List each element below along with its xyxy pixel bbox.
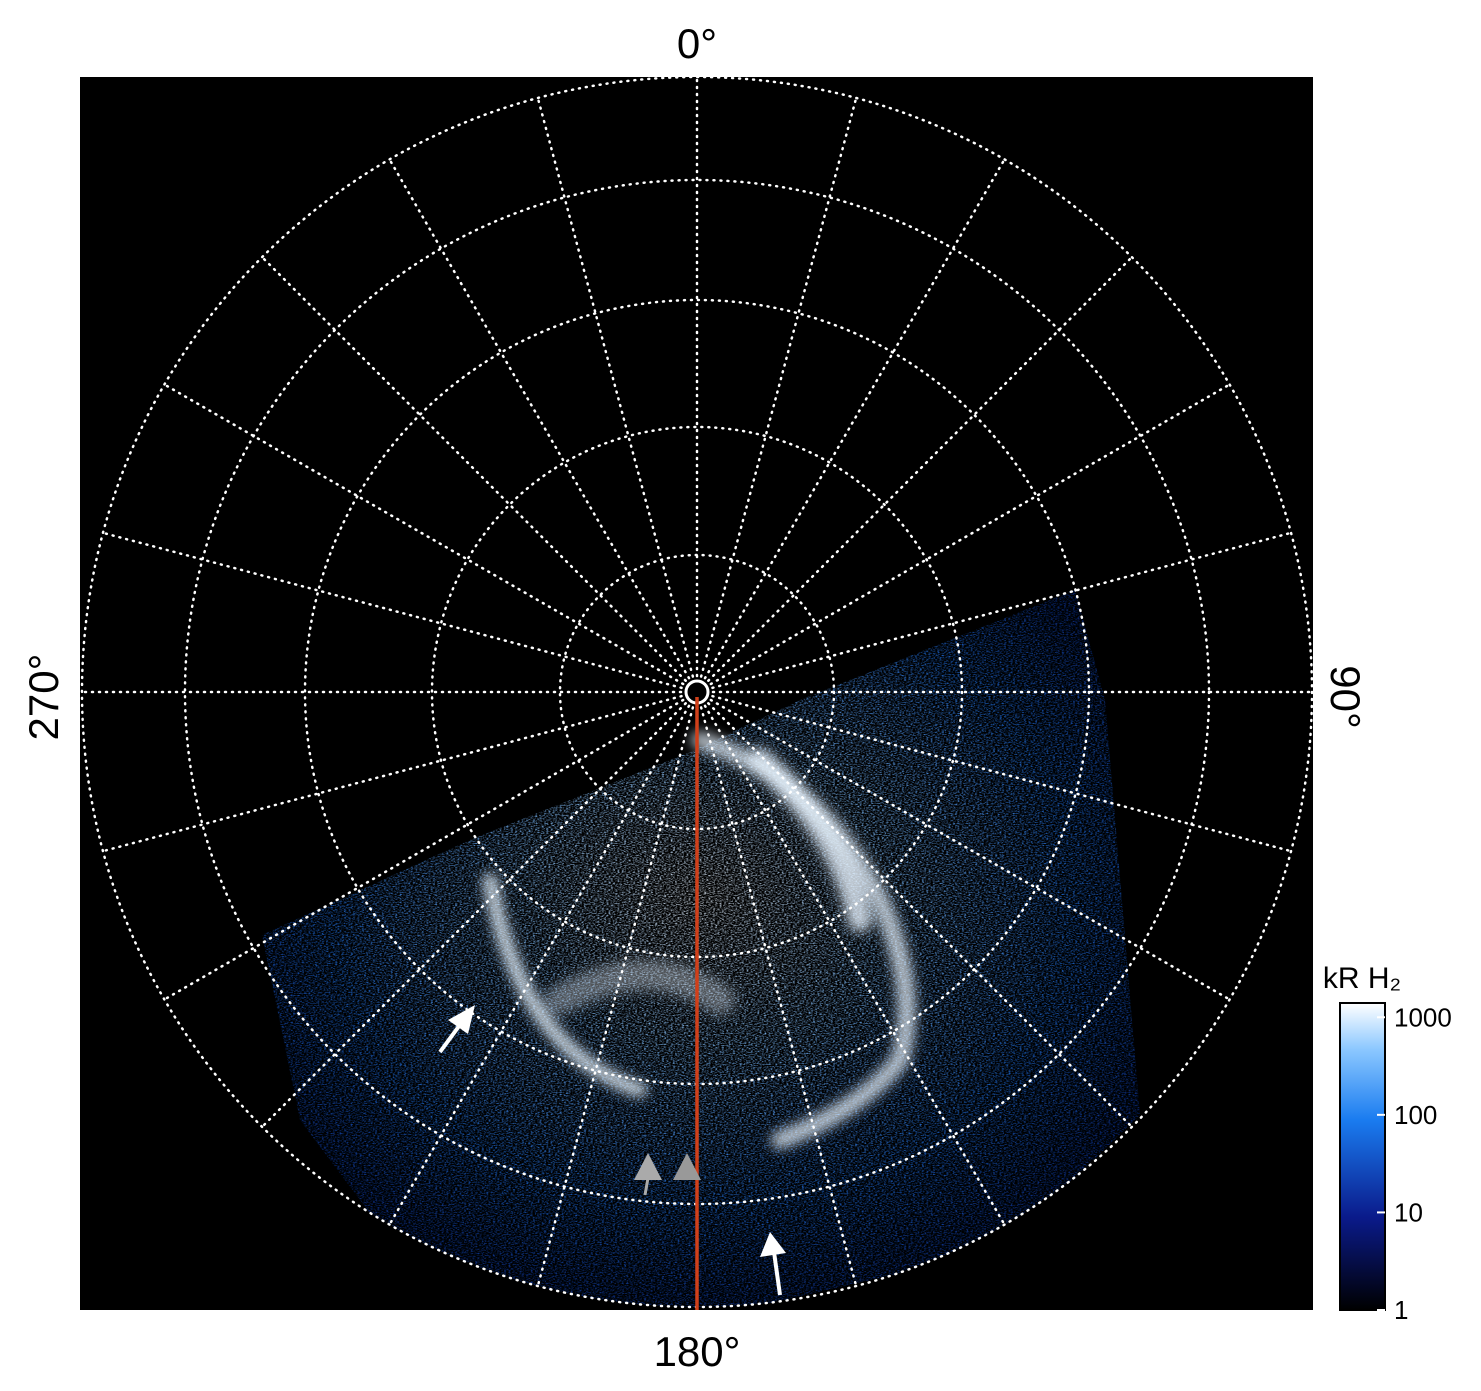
- grid-spoke: [101, 694, 683, 853]
- colorbar-tick-label: 1: [1394, 1295, 1408, 1325]
- grid-spoke: [260, 255, 687, 682]
- angle-label: 0°: [677, 20, 717, 67]
- colorbar-tick-label: 1000: [1394, 1002, 1452, 1032]
- grid-spoke: [707, 255, 1134, 682]
- colorbar: [1339, 1002, 1386, 1311]
- grid-spoke: [388, 704, 691, 1226]
- colorbar-tick-label: 10: [1394, 1197, 1423, 1227]
- grid-spoke: [699, 96, 858, 678]
- angle-label: 270°: [20, 654, 67, 741]
- grid-spoke: [703, 704, 1006, 1226]
- grid-spoke: [101, 531, 683, 690]
- arrow-head: [760, 1232, 786, 1257]
- grid-ring: [430, 425, 964, 959]
- aurora-image: [262, 590, 1140, 1307]
- arrow-head: [673, 1153, 701, 1180]
- grid-spoke: [536, 96, 695, 678]
- grid-spoke: [703, 158, 1006, 680]
- colorbar-label: kR H₂: [1323, 962, 1401, 995]
- angle-label: 90°: [1322, 665, 1369, 729]
- grid-spoke: [388, 158, 691, 680]
- grid-spoke: [711, 694, 1293, 853]
- arrow-shaft: [772, 1251, 782, 1296]
- grid-spoke: [707, 702, 1134, 1129]
- arrow-head: [634, 1153, 662, 1180]
- arrow-head: [448, 1005, 475, 1034]
- grid-spoke: [699, 706, 858, 1288]
- grid-spoke: [709, 698, 1231, 1001]
- colorbar-axis: 1 10 100 1000: [1377, 1002, 1452, 1325]
- grid-spoke: [709, 383, 1231, 686]
- angle-label: 180°: [654, 1328, 741, 1375]
- grid-spoke: [260, 702, 687, 1129]
- arrow-shaft: [643, 1177, 650, 1196]
- grid-spoke: [163, 698, 685, 1001]
- grid-spoke: [711, 531, 1293, 690]
- grid-spoke: [163, 383, 685, 686]
- colorbar-tick-label: 100: [1394, 1100, 1437, 1130]
- arrows: [438, 1005, 786, 1296]
- grid-spoke: [536, 706, 695, 1288]
